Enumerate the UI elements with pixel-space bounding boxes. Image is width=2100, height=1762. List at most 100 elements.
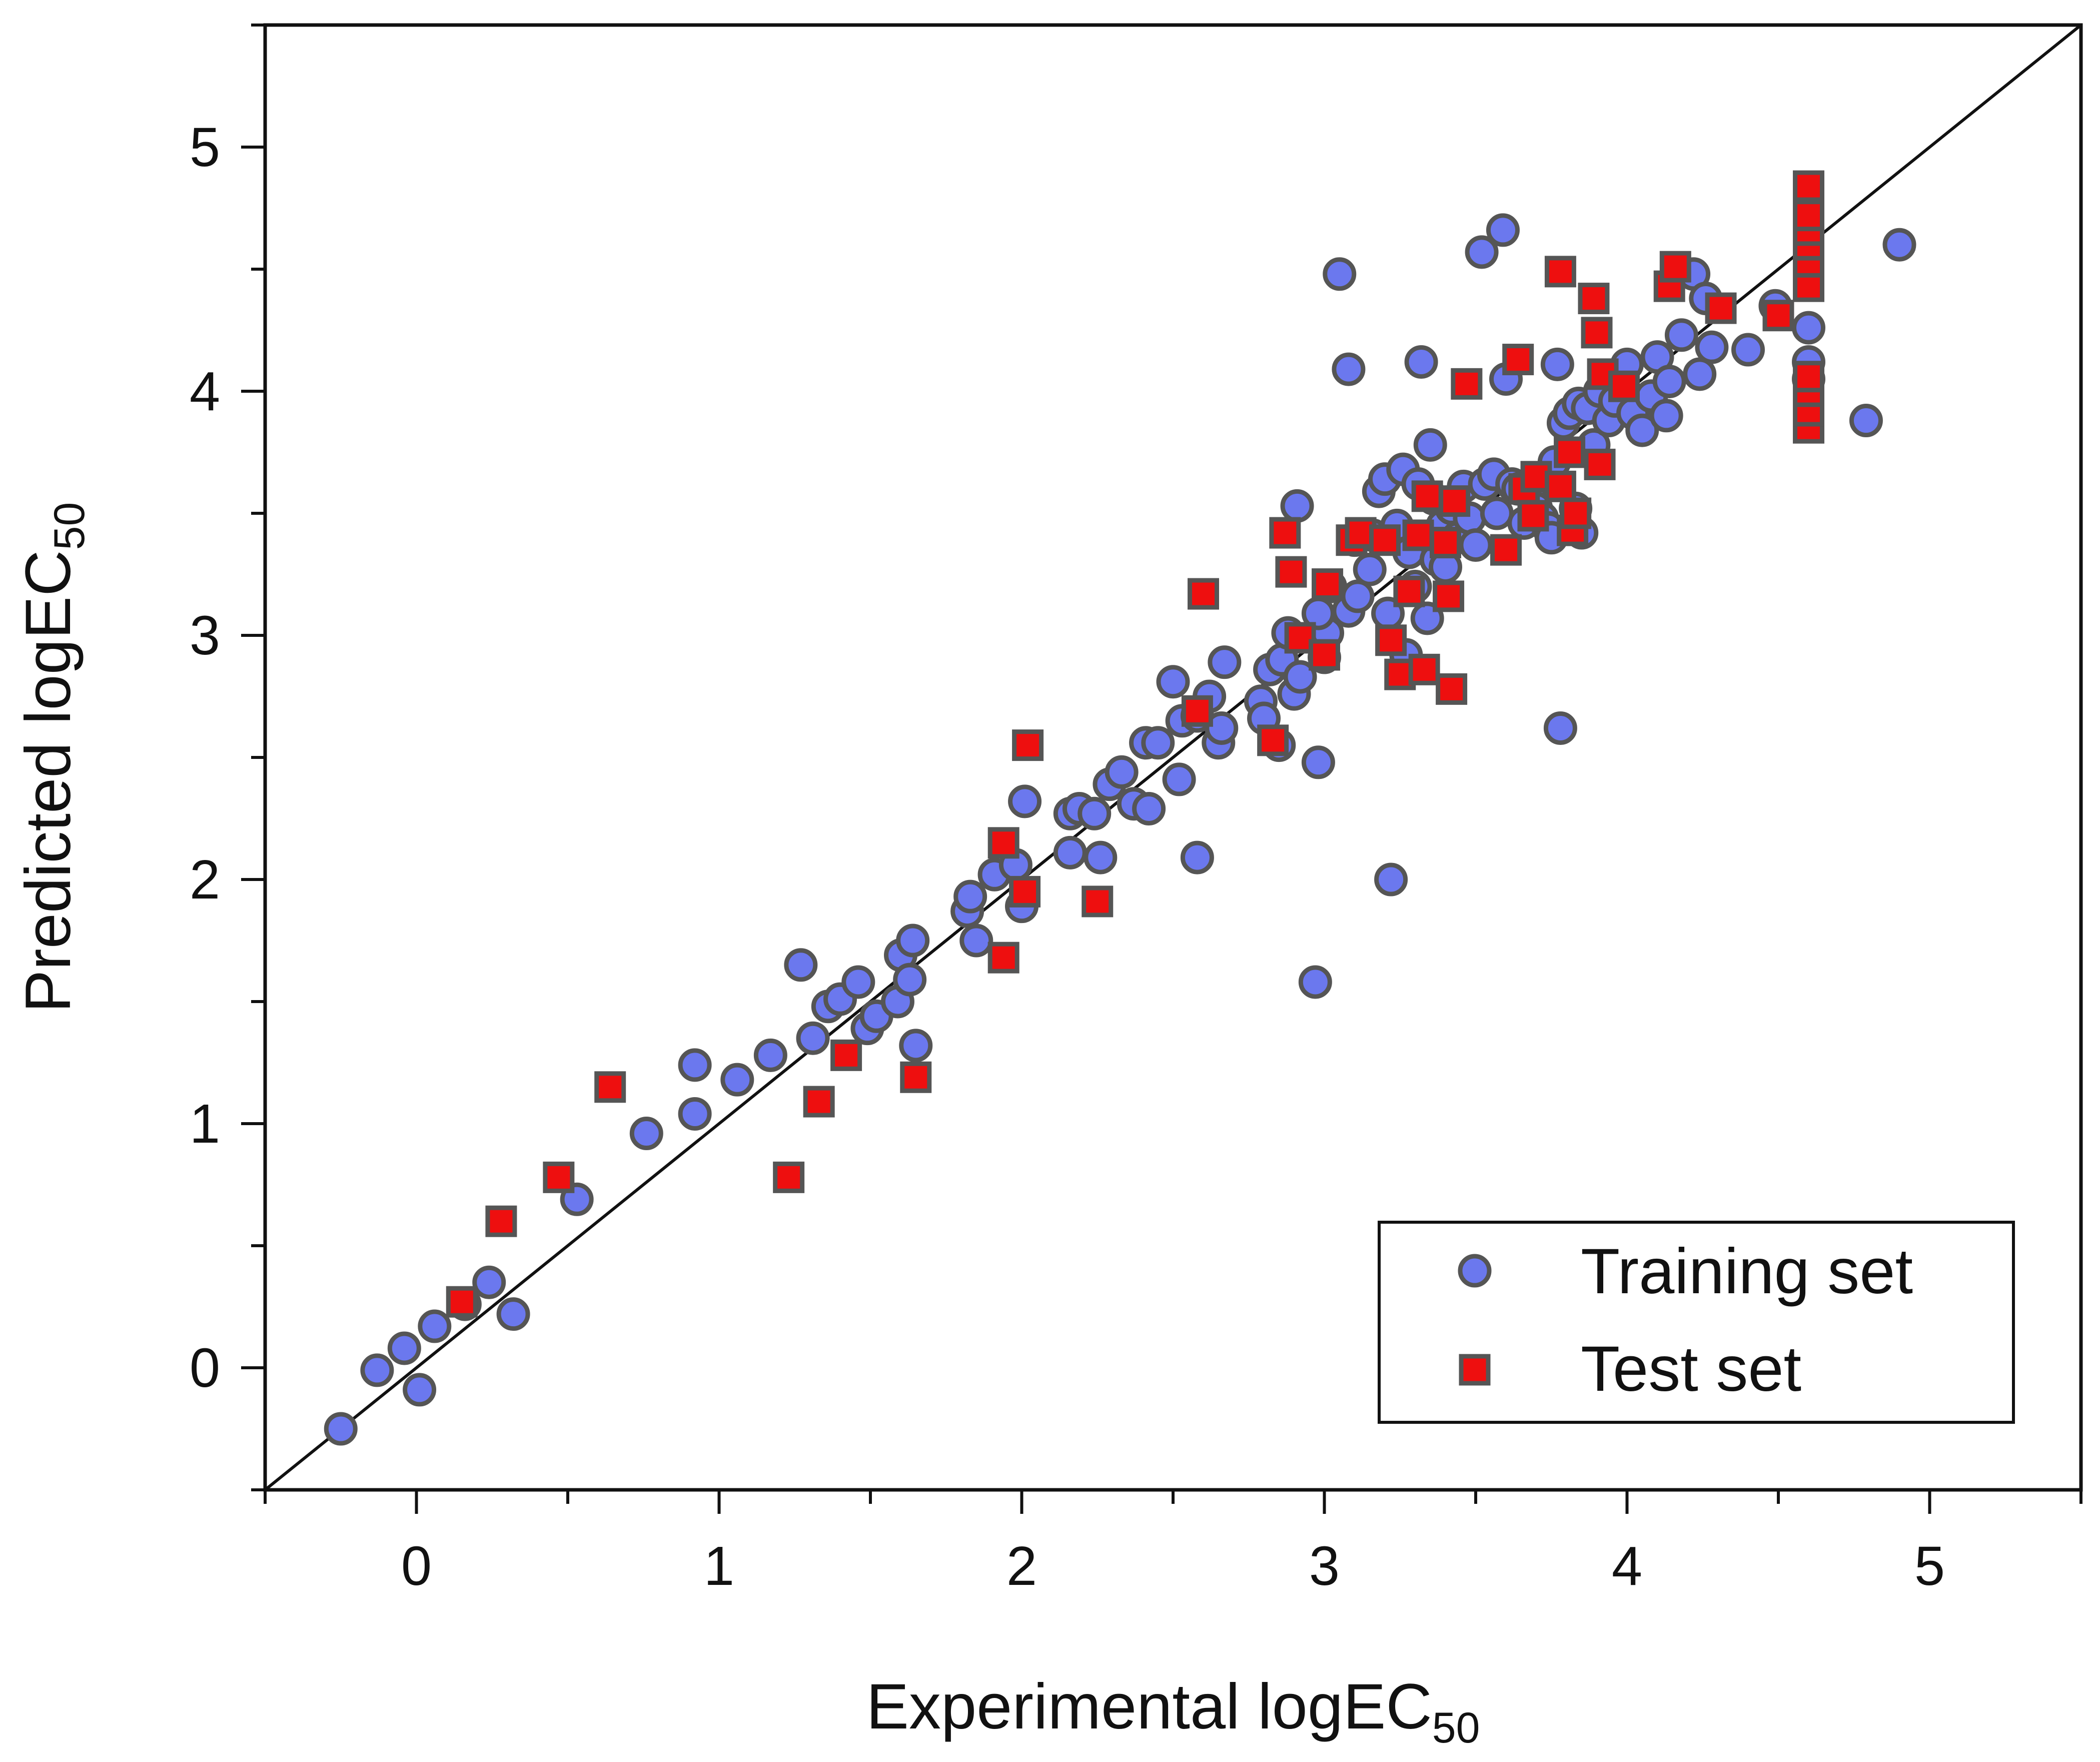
training-point [1180, 840, 1214, 874]
y-tick-label: 0 [190, 1337, 220, 1399]
training-point [841, 965, 875, 999]
test-point [1411, 480, 1443, 512]
test-point [773, 1161, 805, 1193]
training-point [1323, 257, 1357, 291]
test-point [1608, 370, 1640, 402]
training-point [1205, 711, 1239, 745]
test-point [1560, 497, 1592, 529]
y-tick-label: 4 [190, 361, 220, 422]
training-point [784, 948, 818, 982]
test-point [1430, 527, 1461, 559]
training-point [753, 1038, 787, 1072]
training-point [1664, 318, 1698, 352]
legend: Training set Test set [1378, 1221, 2015, 1424]
training-point [1480, 496, 1514, 530]
test-point [900, 1061, 932, 1093]
training-point [1486, 213, 1520, 247]
test-point [1762, 300, 1794, 332]
y-axis-title-main: Predicted logEC [13, 550, 84, 1013]
test-point [1257, 724, 1289, 756]
test-point [1188, 578, 1219, 610]
training-point [629, 1117, 663, 1151]
training-point [678, 1097, 712, 1131]
training-point [1280, 489, 1314, 523]
training-point [1353, 552, 1387, 586]
legend-test-marker [1459, 1354, 1491, 1386]
legend-training-label: Training set [1581, 1236, 1913, 1307]
test-point [594, 1071, 626, 1103]
test-point [1275, 556, 1307, 588]
training-point [1374, 862, 1408, 897]
training-point [1882, 228, 1916, 262]
test-point [1181, 695, 1213, 727]
training-point [1208, 645, 1242, 679]
test-point [1544, 470, 1576, 502]
training-point [1459, 528, 1493, 562]
training-point [893, 963, 927, 997]
training-point [418, 1309, 452, 1343]
test-point [830, 1039, 862, 1071]
plot-frame [263, 23, 2083, 1492]
training-point [1683, 357, 1717, 391]
x-axis-title-subscript: 50 [1432, 1704, 1480, 1752]
training-point [403, 1373, 437, 1407]
training-point [1792, 311, 1825, 345]
test-point [1309, 639, 1340, 671]
x-tick-label: 2 [1006, 1535, 1037, 1597]
test-point [543, 1161, 575, 1193]
y-tick-label: 2 [190, 849, 220, 911]
training-point [324, 1412, 358, 1446]
y-axis-title-subscript: 50 [46, 502, 94, 550]
identity-reference-line [265, 25, 2081, 1490]
training-point [1053, 835, 1087, 869]
test-point [1402, 519, 1434, 551]
test-point [485, 1205, 517, 1237]
test-point [1284, 622, 1316, 654]
test-point [1584, 448, 1616, 480]
training-point [1543, 711, 1577, 745]
training-point [899, 1029, 933, 1063]
test-point [1490, 534, 1522, 566]
test-point [1581, 317, 1613, 349]
training-point [1156, 665, 1190, 699]
training-point [1301, 745, 1335, 779]
x-tick-label: 1 [704, 1535, 734, 1597]
y-tick-label: 3 [190, 605, 220, 666]
training-point [1404, 345, 1438, 379]
test-point [1451, 368, 1483, 400]
training-point [720, 1063, 754, 1097]
test-point [1544, 256, 1576, 288]
test-point [1375, 624, 1407, 656]
x-tick-labels: 0 1 2 3 4 5 [401, 1535, 1945, 1597]
test-point [446, 1286, 478, 1318]
training-point [1141, 726, 1175, 760]
x-tick-label: 0 [401, 1535, 432, 1597]
test-set-points [446, 170, 1824, 1318]
training-point [1283, 660, 1317, 694]
training-point [1731, 333, 1765, 367]
y-tick-label: 1 [190, 1093, 220, 1155]
test-point [1705, 292, 1737, 324]
training-point [1652, 364, 1686, 398]
training-point [1413, 428, 1447, 462]
test-point [1578, 283, 1610, 315]
training-point [1540, 347, 1574, 381]
training-point [1008, 784, 1042, 818]
training-point [1132, 791, 1166, 825]
test-point [1439, 485, 1471, 517]
training-point [953, 879, 987, 914]
test-point [1408, 653, 1440, 685]
test-point [1433, 580, 1465, 612]
training-point [472, 1265, 506, 1299]
test-point [1012, 729, 1044, 761]
training-point [959, 924, 993, 958]
legend-training-marker [1458, 1254, 1492, 1288]
training-point [360, 1353, 394, 1387]
training-point [1078, 796, 1112, 830]
legend-test-label: Test set [1581, 1333, 1801, 1405]
x-axis-title-main: Experimental logEC [866, 1671, 1432, 1742]
test-point [1269, 517, 1301, 549]
test-point [1393, 575, 1425, 607]
test-point [1554, 436, 1586, 468]
x-tick-label: 5 [1914, 1535, 1945, 1597]
